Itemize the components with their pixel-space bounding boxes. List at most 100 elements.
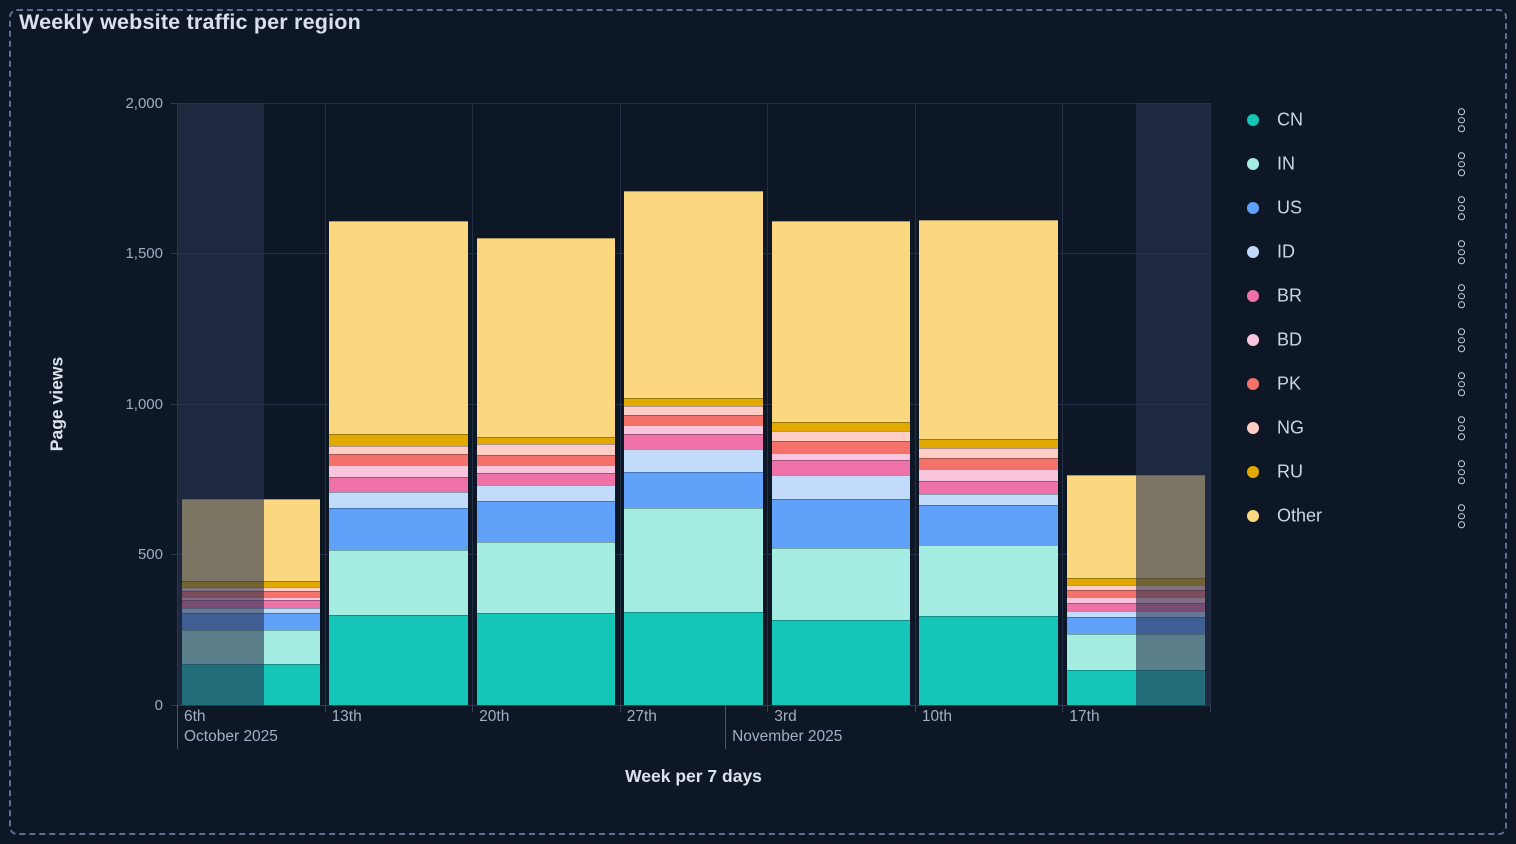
bar-segment-in[interactable]: [624, 508, 763, 612]
gridline-vertical: [472, 102, 474, 705]
legend-color-dot: [1247, 378, 1259, 390]
kebab-dots-icon[interactable]: [1456, 414, 1467, 442]
bar-segment-other[interactable]: [771, 220, 911, 422]
bar-segment-cn[interactable]: [771, 619, 911, 705]
legend-item-other[interactable]: Other: [1240, 503, 1474, 529]
bar-segment-cn[interactable]: [919, 616, 1058, 705]
kebab-dots-icon[interactable]: [1456, 106, 1467, 134]
bar-segment-ng[interactable]: [624, 405, 763, 415]
bar-segment-in[interactable]: [771, 548, 911, 620]
bar-segment-other[interactable]: [624, 191, 763, 399]
bar-segment-ru[interactable]: [476, 437, 616, 445]
bar-segment-ng[interactable]: [329, 445, 468, 455]
legend-item-ru[interactable]: RU: [1240, 459, 1474, 485]
bar-segment-ru[interactable]: [624, 398, 763, 406]
legend-item-br[interactable]: BR: [1240, 283, 1474, 309]
bar-segment-us[interactable]: [624, 471, 763, 509]
bar-segment-bd[interactable]: [624, 425, 763, 435]
x-axis-tick: [914, 705, 916, 712]
legend-item-in[interactable]: IN: [1240, 151, 1474, 177]
bar-segment-br[interactable]: [329, 477, 468, 492]
y-axis-tick-label: 500: [137, 546, 163, 564]
legend-item-ng[interactable]: NG: [1240, 415, 1474, 441]
bar-segment-pk[interactable]: [624, 414, 763, 426]
x-axis-month-tick: [725, 705, 727, 749]
kebab-dots-icon[interactable]: [1456, 458, 1467, 486]
bar-segment-ru[interactable]: [329, 434, 468, 446]
legend-color-dot: [1247, 290, 1259, 302]
legend-color-dot: [1247, 466, 1259, 478]
legend-item-label: PK: [1277, 373, 1302, 394]
bar-segment-other[interactable]: [476, 237, 616, 438]
bar-segment-id[interactable]: [329, 492, 468, 509]
bar-segment-ru[interactable]: [771, 421, 911, 431]
bar-segment-id[interactable]: [919, 494, 1058, 506]
kebab-dots-icon[interactable]: [1456, 282, 1467, 310]
bar-segment-cn[interactable]: [476, 612, 616, 705]
bar-segment-id[interactable]: [476, 485, 616, 502]
kebab-dots-icon[interactable]: [1456, 326, 1467, 354]
bar-segment-bd[interactable]: [329, 465, 468, 478]
bar-segment-id[interactable]: [771, 474, 911, 499]
bar-segment-ng[interactable]: [476, 444, 616, 455]
legend-item-cn[interactable]: CN: [1240, 107, 1474, 133]
bar-segment-in[interactable]: [329, 549, 468, 615]
bar-segment-br[interactable]: [624, 434, 763, 450]
x-axis-tick-label: 10th: [921, 708, 953, 725]
bar-segment-us[interactable]: [771, 498, 911, 549]
bar-segment-pk[interactable]: [476, 454, 616, 466]
gridline-vertical: [1210, 102, 1211, 705]
bar-segment-in[interactable]: [919, 545, 1058, 617]
gridline-vertical: [619, 102, 621, 705]
legend-color-dot: [1247, 334, 1259, 346]
legend-item-label: CN: [1277, 109, 1303, 130]
bar-segment-pk[interactable]: [771, 441, 911, 454]
y-axis-tick-label: 1,500: [125, 245, 163, 263]
partial-bucket-overlay: [1136, 102, 1210, 705]
y-axis-tick: [171, 554, 177, 556]
kebab-dots-icon[interactable]: [1456, 194, 1467, 222]
bar-segment-br[interactable]: [919, 480, 1058, 495]
x-axis-tick: [619, 705, 621, 712]
x-axis-tick-label: 6th: [184, 708, 206, 725]
legend-color-dot: [1247, 114, 1259, 126]
bar-segment-ng[interactable]: [919, 448, 1058, 459]
kebab-dots-icon[interactable]: [1456, 370, 1467, 398]
bar-segment-id[interactable]: [624, 449, 763, 472]
bar-segment-other[interactable]: [329, 221, 468, 435]
bar-segment-other[interactable]: [919, 219, 1058, 439]
legend-item-id[interactable]: ID: [1240, 239, 1474, 265]
gridline-vertical: [914, 102, 916, 705]
kebab-dots-icon[interactable]: [1456, 150, 1467, 178]
kebab-dots-icon[interactable]: [1456, 238, 1467, 266]
bar-segment-ng[interactable]: [771, 430, 911, 442]
partial-bucket-overlay: [177, 102, 265, 705]
bar-segment-ru[interactable]: [919, 438, 1058, 449]
bar-segment-us[interactable]: [329, 508, 468, 550]
kebab-dots-icon[interactable]: [1456, 502, 1467, 530]
legend-item-us[interactable]: US: [1240, 195, 1474, 221]
bar-segment-us[interactable]: [919, 505, 1058, 546]
legend-color-dot: [1247, 246, 1259, 258]
x-axis-tick: [324, 705, 326, 712]
legend-item-pk[interactable]: PK: [1240, 371, 1474, 397]
bar-segment-bd[interactable]: [476, 465, 616, 474]
gridline-vertical: [324, 102, 326, 705]
bar-segment-pk[interactable]: [329, 454, 468, 466]
bar-segment-in[interactable]: [476, 542, 616, 613]
bar-segment-pk[interactable]: [919, 458, 1058, 469]
bar-segment-cn[interactable]: [329, 614, 468, 705]
bar-segment-bd[interactable]: [919, 468, 1058, 481]
bar-segment-us[interactable]: [476, 501, 616, 543]
gridline-horizontal: [177, 102, 1210, 104]
bar-segment-br[interactable]: [476, 473, 616, 486]
legend-item-label: BR: [1277, 285, 1303, 306]
bar-segment-br[interactable]: [771, 459, 911, 475]
legend-color-dot: [1247, 510, 1259, 522]
legend-item-label: US: [1277, 197, 1303, 218]
legend-item-bd[interactable]: BD: [1240, 327, 1474, 353]
bar-segment-cn[interactable]: [624, 611, 763, 705]
legend-item-label: NG: [1277, 417, 1304, 438]
chart-title: Weekly website traffic per region: [19, 10, 361, 34]
bar-segment-bd[interactable]: [771, 453, 911, 460]
